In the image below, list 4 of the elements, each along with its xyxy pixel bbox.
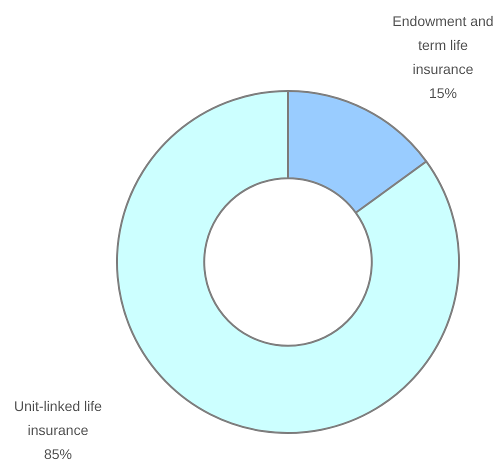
slice-label: Endowment and term life insurance xyxy=(392,12,494,77)
slice-label: Unit-linked life insurance xyxy=(14,398,102,438)
data-label: 85% xyxy=(44,446,72,461)
data-label: 15% xyxy=(428,84,458,101)
